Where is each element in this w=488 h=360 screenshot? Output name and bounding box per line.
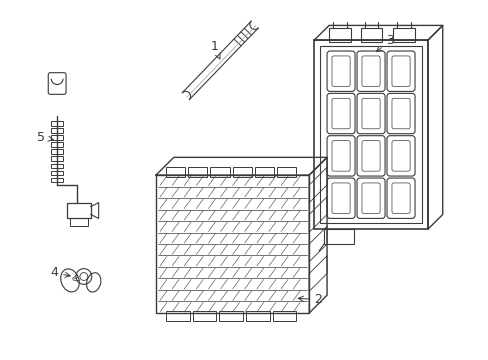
Bar [51,163,63,168]
Bar [320,46,421,223]
Bar [188,167,207,177]
Bar [277,167,296,177]
Text: 5: 5 [37,131,53,144]
Bar [314,40,427,229]
Bar [254,167,274,177]
Bar [245,311,269,321]
Bar [392,28,414,42]
Bar [51,149,63,154]
Bar [156,175,308,313]
Text: 4: 4 [50,266,70,279]
Bar [324,229,353,244]
Bar [360,28,382,42]
Bar [51,121,63,126]
Bar [210,167,229,177]
Bar [165,167,185,177]
Bar [67,203,91,219]
Bar [51,171,63,175]
Bar [165,311,189,321]
Bar [192,311,216,321]
Bar [51,128,63,132]
Text: 3: 3 [376,34,393,51]
Bar [272,311,296,321]
Text: 2: 2 [298,293,322,306]
Bar [70,219,88,226]
Bar [219,311,243,321]
Bar [51,157,63,161]
Bar [51,178,63,183]
Bar [51,135,63,140]
Bar [232,167,251,177]
Bar [328,28,350,42]
Text: 1: 1 [210,40,220,59]
Bar [51,142,63,147]
